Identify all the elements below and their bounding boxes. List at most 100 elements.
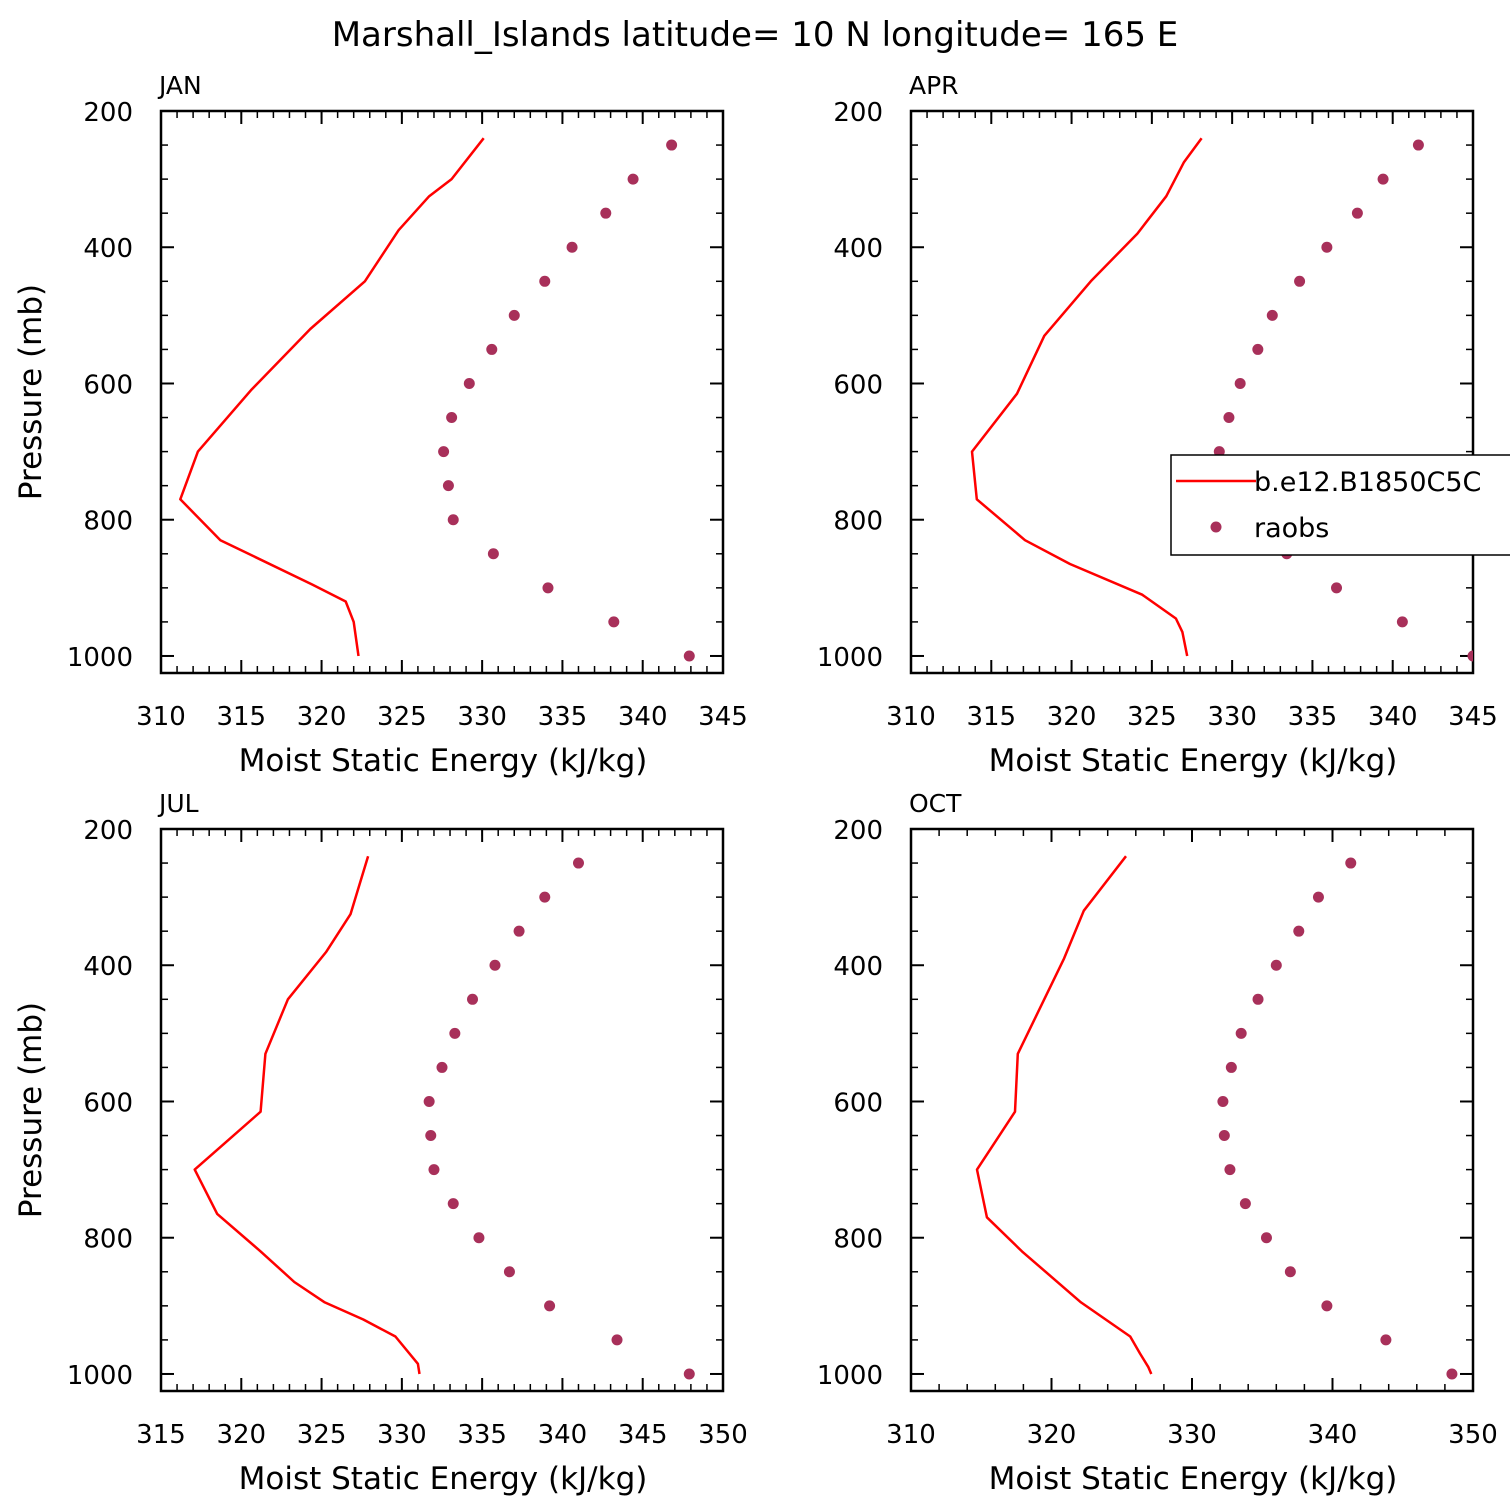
y-tick-label-apr: 1000 <box>817 643 883 673</box>
panel-label-oct: OCT <box>909 789 962 818</box>
obs-point-jan <box>666 139 678 151</box>
obs-point-jan <box>683 650 695 662</box>
legend-box <box>1170 454 1510 556</box>
panel-label-apr: APR <box>909 71 959 100</box>
x-axis-label-apr: Moist Static Energy (kJ/kg) <box>989 743 1398 779</box>
x-tick-label-jan: 330 <box>457 702 507 732</box>
obs-point-jan <box>627 173 639 185</box>
obs-point-jul <box>436 1061 448 1073</box>
data-oct <box>975 855 1458 1380</box>
x-tick-label-jan: 340 <box>618 702 668 732</box>
obs-point-apr <box>1321 241 1333 253</box>
y-tick-label-jan: 400 <box>83 234 133 264</box>
x-tick-label-oct: 310 <box>886 1420 936 1450</box>
obs-point-apr <box>1351 207 1363 219</box>
panels: JAN 310 315 320 325 330 335 340 345 200 400 600 800 1… <box>13 71 1498 1497</box>
data-jul <box>193 855 695 1380</box>
x-tick-label-jul: 350 <box>698 1420 748 1450</box>
panel-oct: OCT 310 320 330 340 350 200 400 600 800 1000 Moist … <box>817 789 1498 1497</box>
obs-point-jul <box>503 1266 515 1278</box>
obs-point-oct <box>1260 1232 1272 1244</box>
x-tick-label-apr: 325 <box>1127 702 1177 732</box>
obs-point-jan <box>438 446 450 458</box>
model-line-apr <box>970 137 1203 657</box>
y-tick-label-oct: 200 <box>833 816 883 846</box>
x-tick-label-jan: 320 <box>297 702 347 732</box>
y-tick-label-jul: 200 <box>83 816 133 846</box>
x-tick-label-apr: 335 <box>1288 702 1338 732</box>
y-axis-label-jul: Pressure (mb) <box>13 1002 49 1218</box>
obs-point-jan <box>442 480 454 492</box>
obs-point-oct <box>1345 857 1357 869</box>
obs-point-jul <box>489 959 501 971</box>
model-line-jan <box>179 137 485 657</box>
model-line-jul <box>193 855 421 1375</box>
legend-obs-label: raobs <box>1254 513 1329 544</box>
obs-point-apr <box>1467 650 1473 662</box>
obs-point-jul <box>683 1368 695 1380</box>
panel-apr: APR 310 315 320 325 330 335 340 345 200 400 600 800 1… <box>817 71 1498 779</box>
obs-point-oct <box>1321 1300 1333 1312</box>
x-tick-label-jan: 335 <box>538 702 588 732</box>
x-tick-label-oct: 350 <box>1448 1420 1498 1450</box>
x-tick-label-jan: 325 <box>377 702 427 732</box>
obs-point-jul <box>513 925 525 937</box>
obs-point-oct <box>1252 993 1264 1005</box>
y-tick-label-jul: 600 <box>83 1088 133 1118</box>
obs-point-oct <box>1380 1334 1392 1346</box>
obs-point-apr <box>1412 139 1424 151</box>
obs-point-oct <box>1270 959 1282 971</box>
obs-point-oct <box>1446 1368 1458 1380</box>
legend-model-label: b.e12.B1850C5C <box>1254 467 1481 498</box>
obs-point-jul <box>467 993 479 1005</box>
x-tick-label-oct: 330 <box>1167 1420 1217 1450</box>
x-tick-label-apr: 315 <box>966 702 1016 732</box>
x-tick-label-jul: 320 <box>216 1420 266 1450</box>
x-tick-label-apr: 330 <box>1207 702 1257 732</box>
data-jan <box>179 137 695 662</box>
obs-point-jan <box>600 207 612 219</box>
obs-point-oct <box>1224 1164 1236 1176</box>
plot-frame-jan <box>159 109 725 675</box>
x-tick-label-jul: 330 <box>377 1420 427 1450</box>
obs-point-oct <box>1284 1266 1296 1278</box>
obs-point-apr <box>1377 173 1389 185</box>
obs-point-apr <box>1396 616 1408 628</box>
obs-point-jul <box>572 857 584 869</box>
x-tick-label-jul: 325 <box>297 1420 347 1450</box>
obs-point-apr <box>1294 275 1306 287</box>
x-tick-label-apr: 320 <box>1047 702 1097 732</box>
y-tick-label-jul: 800 <box>83 1225 133 1255</box>
obs-point-jan <box>446 412 458 424</box>
obs-point-jan <box>542 582 554 594</box>
y-tick-label-oct: 1000 <box>817 1361 883 1391</box>
obs-point-jul <box>544 1300 556 1312</box>
panel-label-jul: JUL <box>157 789 199 818</box>
x-tick-label-apr: 345 <box>1448 702 1498 732</box>
x-tick-label-jul: 335 <box>457 1420 507 1450</box>
x-axis-label-jul: Moist Static Energy (kJ/kg) <box>239 1461 648 1497</box>
y-tick-label-jan: 1000 <box>67 643 133 673</box>
obs-point-oct <box>1217 1095 1229 1107</box>
obs-point-jul <box>428 1164 440 1176</box>
x-tick-label-jan: 315 <box>216 702 266 732</box>
obs-point-jul <box>539 891 551 903</box>
obs-point-apr <box>1223 412 1235 424</box>
obs-point-jul <box>447 1198 459 1210</box>
y-tick-label-apr: 200 <box>833 98 883 128</box>
obs-point-jan <box>486 343 498 355</box>
y-tick-label-oct: 600 <box>833 1088 883 1118</box>
obs-point-jul <box>473 1232 485 1244</box>
y-tick-label-jul: 1000 <box>67 1361 133 1391</box>
obs-point-jul <box>423 1095 435 1107</box>
panel-jul: JUL 315 320 325 330 335 340 345 350 200 400 600 800 1… <box>13 789 748 1497</box>
data-apr <box>970 137 1473 662</box>
obs-point-jan <box>463 377 475 389</box>
y-tick-label-jan: 200 <box>83 98 133 128</box>
x-tick-label-jul: 345 <box>618 1420 668 1450</box>
obs-point-jan <box>508 309 520 321</box>
obs-point-apr <box>1266 309 1278 321</box>
x-tick-label-oct: 320 <box>1027 1420 1077 1450</box>
x-tick-label-jan: 345 <box>698 702 748 732</box>
